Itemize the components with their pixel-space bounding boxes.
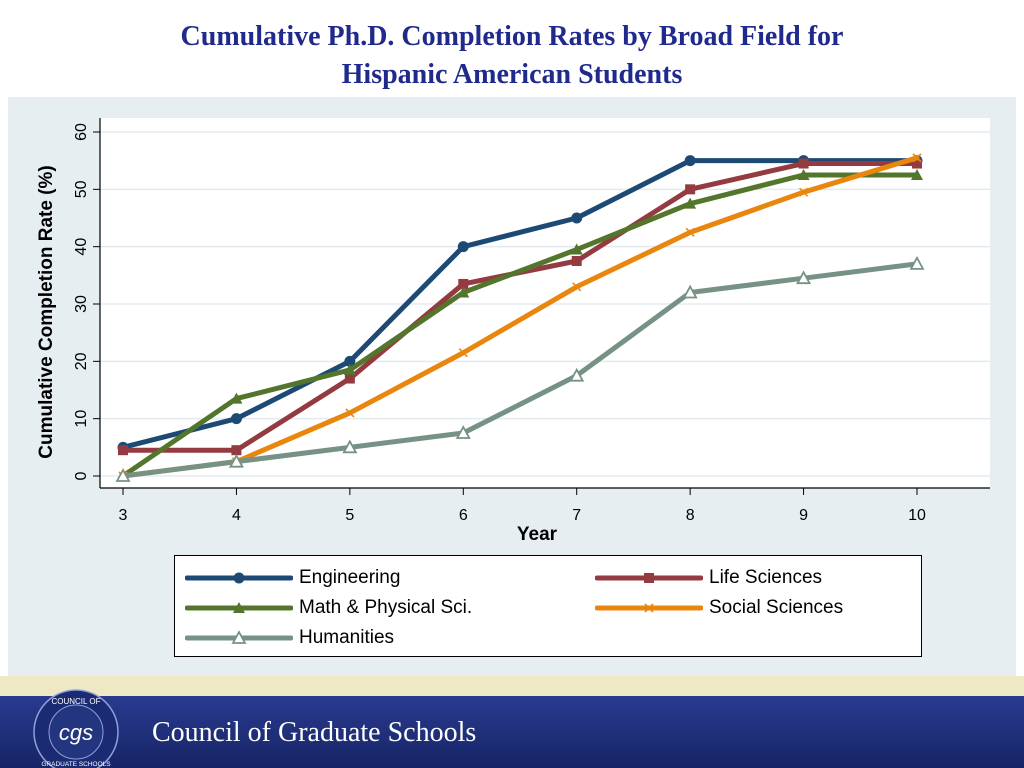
legend-swatch-life-sciences <box>595 573 703 583</box>
legend-label-humanities: Humanities <box>299 627 395 648</box>
y-axis-label: Cumulative Completion Rate (%) <box>36 165 57 458</box>
point-humanities-9 <box>796 270 812 285</box>
point-social-sciences-9 <box>799 187 809 197</box>
chart-title-line-1: Cumulative Ph.D. Completion Rates by Bro… <box>180 21 844 52</box>
point-humanities-10 <box>909 255 925 270</box>
x-tick-label-5: 5 <box>345 507 354 524</box>
legend-marker-engineering <box>233 572 245 584</box>
series-line-math-physical-sci <box>120 172 920 479</box>
legend-swatch-social-sciences <box>595 603 703 613</box>
point-life-sciences-10 <box>912 158 922 169</box>
point-life-sciences-4 <box>231 445 242 456</box>
chart-title-line-2: Hispanic American Students <box>341 59 683 90</box>
point-engineering-6 <box>457 241 469 253</box>
axes: 0 10 20 30 40 50 60 3 4 5 6 7 8 9 10 <box>73 118 990 524</box>
point-humanities-5 <box>342 439 358 454</box>
legend-label-engineering: Engineering <box>299 567 401 588</box>
org-name: Council of Graduate Schools <box>152 717 477 748</box>
point-life-sciences-8 <box>685 184 696 195</box>
seal-text-top: COUNCIL OF <box>51 697 100 706</box>
legend-item-social-sciences: Social Sciences <box>595 595 843 621</box>
legend-item-life-sciences: Life Sciences <box>595 565 822 591</box>
point-social-sciences-10 <box>912 153 922 163</box>
chart-title: Cumulative Ph.D. Completion Rates by Bro… <box>0 18 1024 94</box>
y-tick-label-30: 30 <box>73 295 90 313</box>
x-tick-label-9: 9 <box>799 507 808 524</box>
legend-swatch-math-physical-sci <box>185 602 293 613</box>
point-math-physical-sci-8 <box>684 197 697 209</box>
point-social-sciences-6 <box>458 348 468 358</box>
footer-bar: Council of Graduate Schools <box>0 696 1024 768</box>
point-math-physical-sci-6 <box>457 286 470 298</box>
point-humanities-7 <box>569 367 585 382</box>
legend: Engineering Life Sciences Math & Physical … <box>174 555 922 657</box>
legend-item-humanities: Humanities <box>185 625 394 651</box>
footer-accent-band <box>0 676 1024 696</box>
cgs-seal-logo: COUNCIL OF cgs GRADUATE SCHOOLS <box>33 689 119 768</box>
legend-swatch-humanities <box>185 630 293 644</box>
point-engineering-4 <box>230 413 242 425</box>
y-tick-label-60: 60 <box>73 123 90 141</box>
x-tick-label-6: 6 <box>459 507 468 524</box>
x-tick-label-7: 7 <box>572 507 581 524</box>
point-math-physical-sci-7 <box>570 243 583 255</box>
point-math-physical-sci-5 <box>343 363 356 375</box>
x-tick-label-8: 8 <box>686 507 695 524</box>
point-math-physical-sci-9 <box>797 169 810 180</box>
y-tick-label-0: 0 <box>73 471 90 480</box>
series-group <box>115 153 925 482</box>
point-math-physical-sci-4 <box>230 392 243 404</box>
series-line-engineering <box>120 158 920 450</box>
point-life-sciences-9 <box>798 158 809 169</box>
point-life-sciences-5 <box>344 373 355 384</box>
point-math-physical-sci-10 <box>911 169 923 180</box>
point-social-sciences-5 <box>345 408 355 418</box>
seal-text-bottom: GRADUATE SCHOOLS <box>41 761 111 768</box>
legend-label-life-sciences: Life Sciences <box>709 567 823 588</box>
y-tick-label-40: 40 <box>73 238 90 256</box>
line-chart: 0 10 20 30 40 50 60 3 4 5 6 7 8 9 10 Cumulative Comple… <box>36 118 990 545</box>
legend-swatch-engineering <box>185 572 293 584</box>
point-life-sciences-6 <box>458 278 469 289</box>
legend-item-engineering: Engineering <box>185 565 400 591</box>
x-tick-label-10: 10 <box>908 507 926 524</box>
legend-item-math-physical-sci: Math & Physical Sci. <box>185 595 472 621</box>
point-humanities-3 <box>115 468 131 482</box>
legend-marker-math-physical-sci <box>233 602 245 613</box>
point-engineering-5 <box>344 355 356 367</box>
x-axis-label: Year <box>517 524 558 545</box>
point-humanities-8 <box>682 284 698 299</box>
legend-marker-life-sciences <box>644 573 654 583</box>
seal-mark: cgs <box>59 720 93 745</box>
series-social-sciences <box>118 153 922 481</box>
point-life-sciences-7 <box>571 256 582 266</box>
point-humanities-4 <box>228 453 244 468</box>
point-social-sciences-8 <box>685 227 695 237</box>
point-humanities-6 <box>455 425 471 439</box>
x-tick-label-3: 3 <box>119 507 128 524</box>
legend-marker-humanities <box>231 630 247 644</box>
x-tick-label-4: 4 <box>232 507 241 524</box>
legend-marker-social-sciences <box>644 603 654 613</box>
y-tick-label-50: 50 <box>73 180 90 198</box>
grid-lines <box>100 131 990 477</box>
y-tick-label-10: 10 <box>73 410 90 428</box>
legend-label-math-physical-sci: Math & Physical Sci. <box>299 597 473 618</box>
point-engineering-7 <box>571 212 583 224</box>
legend-label-social-sciences: Social Sciences <box>709 597 844 618</box>
y-tick-label-20: 20 <box>73 352 90 370</box>
series-line-social-sciences <box>120 155 920 479</box>
series-line-humanities <box>120 261 920 479</box>
point-engineering-8 <box>684 155 696 167</box>
point-social-sciences-7 <box>572 282 582 292</box>
point-life-sciences-3 <box>118 445 128 456</box>
series-humanities <box>115 255 925 482</box>
